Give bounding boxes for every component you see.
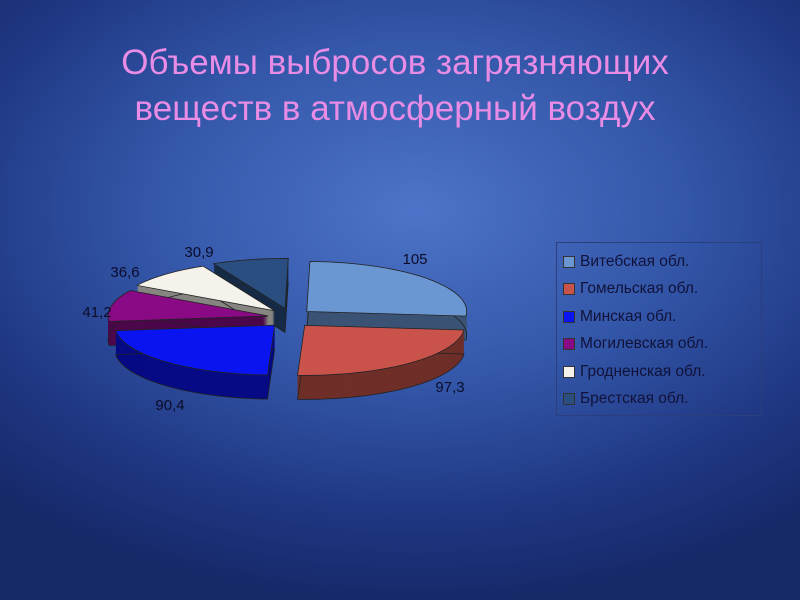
legend-item: Витебская обл. [563, 248, 761, 276]
legend-label: Витебская обл. [580, 252, 690, 270]
data-label: 105 [402, 251, 427, 268]
legend-swatch [563, 255, 575, 268]
pie-slice-2 [115, 324, 276, 400]
legend-swatch [563, 393, 575, 406]
legend-item: Могилевская обл. [563, 331, 761, 359]
pie-slice-top [135, 265, 275, 312]
pie-slice-top [107, 290, 269, 322]
pie-slice-top [212, 258, 289, 310]
pie-slice-1 [297, 324, 465, 400]
data-label: 36,6 [110, 264, 139, 281]
data-label: 90,4 [155, 397, 184, 414]
legend-item: Гродненская обл. [563, 358, 761, 386]
legend-label: Брестская обл. [580, 390, 689, 408]
legend-swatch [563, 365, 575, 378]
data-label: 30,9 [184, 244, 213, 261]
data-label: 97,3 [435, 379, 464, 396]
data-label: 41,2 [82, 304, 111, 321]
legend-item: Минская обл. [563, 303, 761, 331]
pie-slice-top [297, 324, 465, 376]
legend-label: Гомельская обл. [580, 280, 699, 298]
pie-slice-0 [306, 261, 468, 341]
title-line-1: Объемы выбросов загрязняющих [121, 43, 669, 82]
pie-slice-top [115, 324, 276, 376]
legend-swatch [563, 283, 575, 296]
legend-item: Гомельская обл. [563, 276, 761, 304]
legend: Витебская обл. Гомельская обл. Минская обл… [556, 242, 762, 416]
pie-slice-top [306, 261, 468, 317]
legend-swatch [563, 338, 575, 351]
legend-label: Минская обл. [580, 307, 677, 325]
legend-label: Гродненская обл. [580, 362, 706, 380]
legend-label: Могилевская обл. [580, 335, 709, 353]
legend-swatch [563, 310, 575, 323]
slide-title: Объемы выбросов загрязняющих веществ в а… [0, 40, 790, 132]
legend-item: Брестская обл. [563, 386, 761, 414]
title-line-2: веществ в атмосферный воздух [134, 89, 656, 128]
